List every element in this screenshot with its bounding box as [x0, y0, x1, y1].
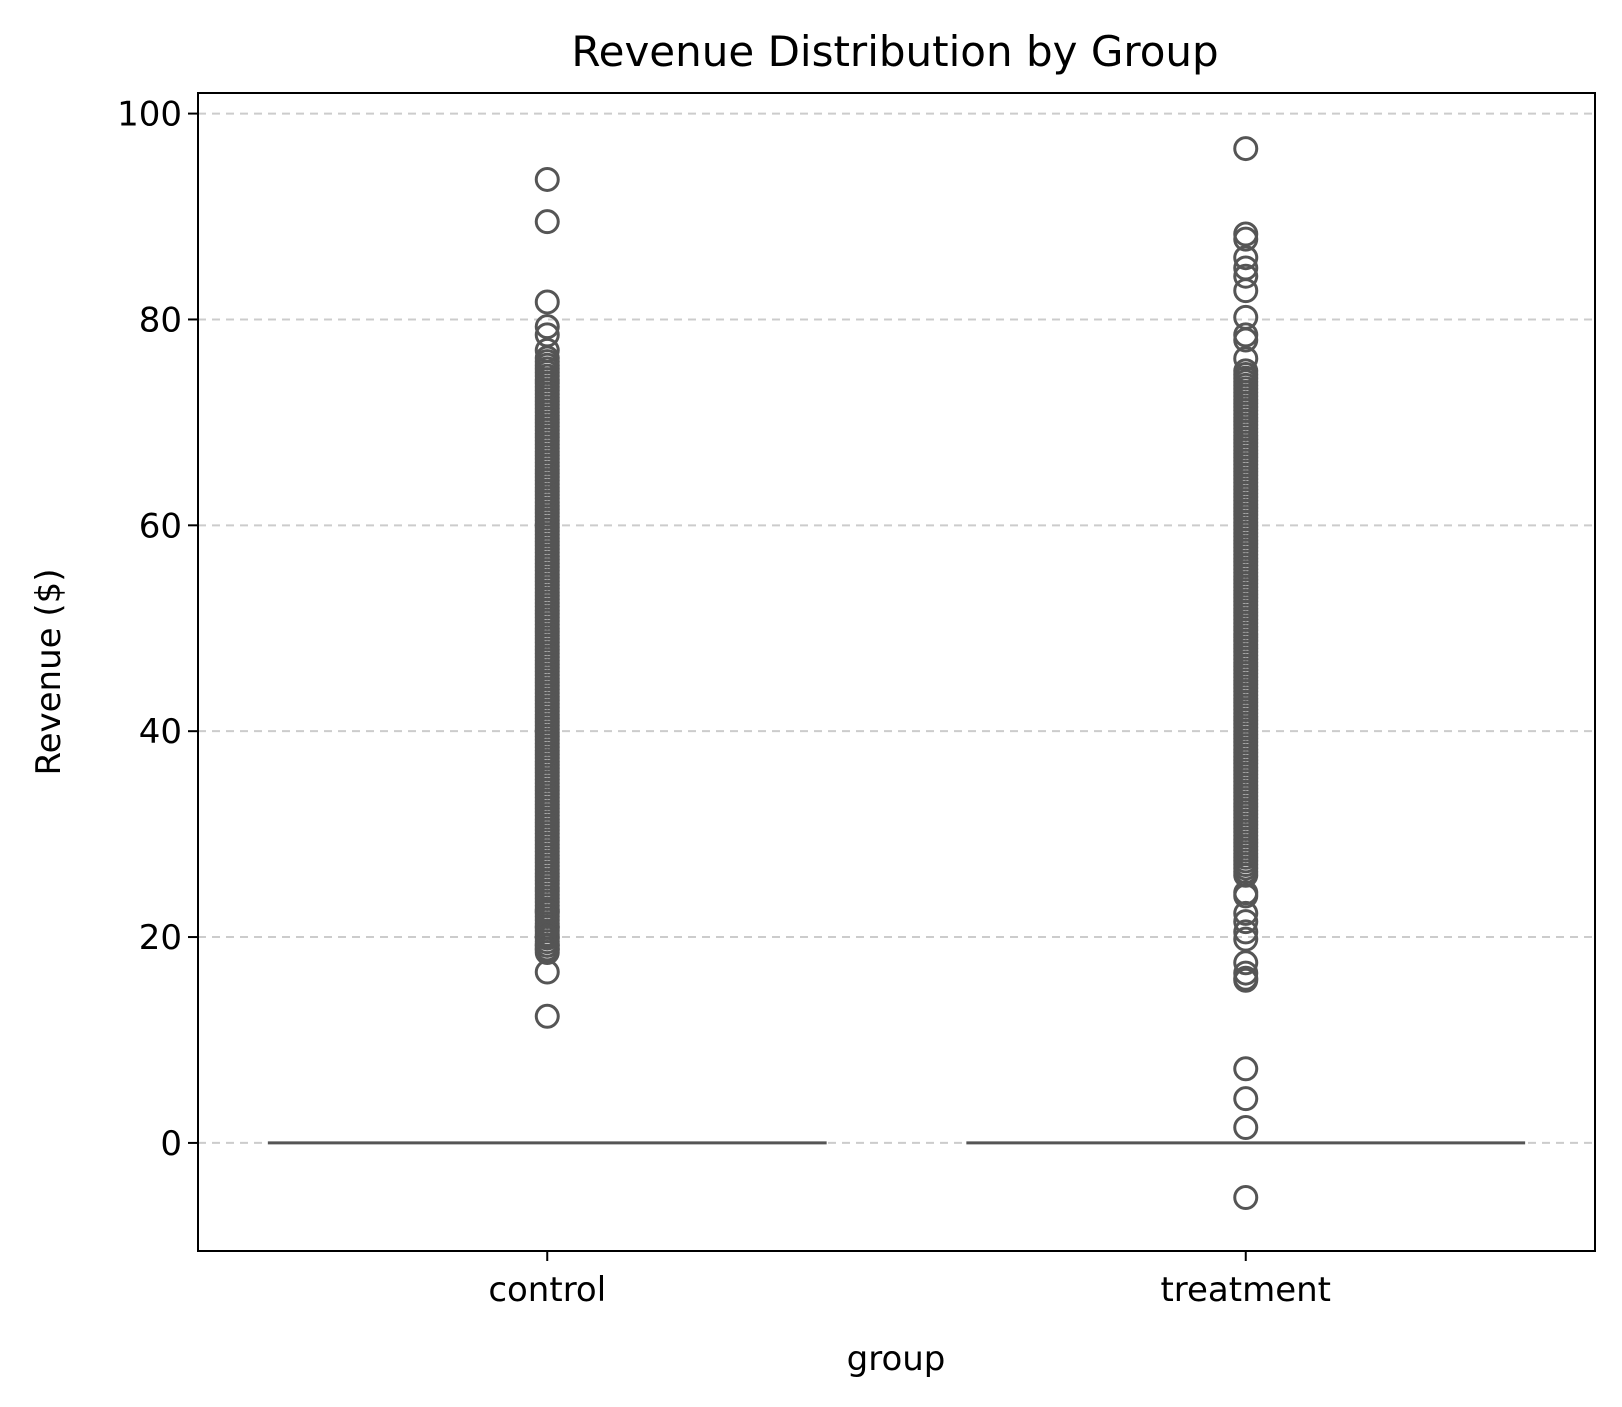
outlier-point — [534, 898, 560, 924]
outlier-point — [1233, 245, 1259, 271]
outlier-point — [534, 314, 560, 340]
outlier-point — [1233, 136, 1259, 162]
plot-frame — [197, 92, 1596, 1252]
outlier-point — [1233, 346, 1259, 372]
outlier-point — [1233, 1184, 1259, 1210]
y-tick-label-0: 0 — [160, 1124, 182, 1164]
y-axis-label: Revenue ($) — [29, 568, 69, 775]
outlier-point — [1233, 226, 1259, 252]
outlier-point — [534, 166, 560, 192]
x-tick-label-control: control — [488, 1270, 606, 1310]
y-tick-label-40: 40 — [139, 712, 182, 752]
outlier-point — [1233, 967, 1259, 993]
y-tick-label-100: 100 — [117, 95, 182, 135]
y-tick-label-20: 20 — [139, 918, 182, 958]
outlier-point — [1233, 278, 1259, 304]
outlier-point — [1233, 909, 1259, 935]
y-tick-label-80: 80 — [139, 300, 182, 340]
outlier-point — [1233, 883, 1259, 909]
y-gridlines — [198, 112, 1595, 1144]
outlier-point — [1233, 919, 1259, 945]
box-control — [267, 166, 827, 1145]
outlier-point — [1233, 1086, 1259, 1112]
x-tick-label-treatment: treatment — [1160, 1270, 1331, 1310]
outlier-point — [1233, 900, 1259, 926]
y-axis-ticks: 0 20 40 60 80 100 — [117, 95, 198, 1164]
x-axis-label: group — [847, 1339, 946, 1379]
outlier-point — [1233, 358, 1259, 384]
outlier-point — [1233, 327, 1259, 353]
outlier-point — [1233, 1114, 1259, 1140]
outlier-point — [534, 959, 560, 985]
outlier-point — [534, 209, 560, 235]
outlier-point — [1233, 926, 1259, 952]
chart-title: Revenue Distribution by Group — [571, 27, 1218, 76]
outlier-point — [534, 337, 560, 363]
outlier-point — [1233, 950, 1259, 976]
outlier-point — [1233, 221, 1259, 247]
outlier-point — [1233, 263, 1259, 289]
x-axis-ticks: control treatment — [488, 1251, 1331, 1310]
outlier-point — [534, 924, 560, 950]
y-tick-label-60: 60 — [139, 506, 182, 546]
box-treatment — [966, 136, 1526, 1210]
outlier-point — [534, 289, 560, 315]
box-series — [267, 136, 1526, 1210]
outlier-point — [534, 322, 560, 348]
outlier-point — [1233, 1056, 1259, 1082]
outlier-point — [534, 1003, 560, 1029]
